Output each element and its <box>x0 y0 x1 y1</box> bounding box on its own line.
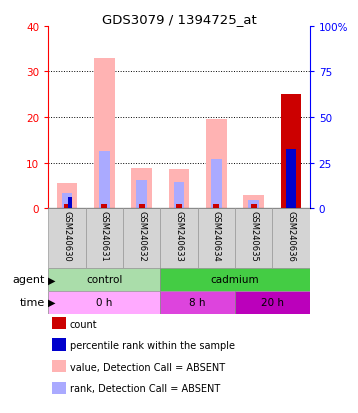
Bar <box>86 209 123 268</box>
Text: GSM240632: GSM240632 <box>137 210 146 261</box>
Text: GSM240635: GSM240635 <box>249 210 258 261</box>
Bar <box>136 180 147 209</box>
Text: agent: agent <box>13 275 45 285</box>
Text: 8 h: 8 h <box>189 297 206 308</box>
Bar <box>235 209 272 268</box>
Text: control: control <box>86 275 122 285</box>
Bar <box>160 291 235 314</box>
Text: percentile rank within the sample: percentile rank within the sample <box>70 340 235 350</box>
Text: count: count <box>70 319 97 329</box>
Bar <box>211 159 222 209</box>
Bar <box>251 204 257 209</box>
Text: ▶: ▶ <box>48 275 55 285</box>
Bar <box>286 150 296 209</box>
Bar <box>160 268 310 291</box>
Bar <box>169 170 189 209</box>
Text: time: time <box>19 297 45 308</box>
Bar <box>272 209 310 268</box>
Text: rank, Detection Call = ABSENT: rank, Detection Call = ABSENT <box>70 383 220 393</box>
Title: GDS3079 / 1394725_at: GDS3079 / 1394725_at <box>102 13 256 26</box>
Bar <box>243 196 264 209</box>
Text: 20 h: 20 h <box>261 297 284 308</box>
Bar <box>160 209 198 268</box>
Bar <box>68 197 72 209</box>
Text: GSM240634: GSM240634 <box>212 210 221 261</box>
Bar <box>62 194 72 209</box>
Bar <box>174 182 184 209</box>
Bar <box>248 200 259 209</box>
Text: GSM240636: GSM240636 <box>286 210 295 261</box>
Text: cadmium: cadmium <box>211 275 259 285</box>
Text: value, Detection Call = ABSENT: value, Detection Call = ABSENT <box>70 362 225 372</box>
Bar <box>131 169 152 209</box>
Bar <box>64 204 70 209</box>
Bar <box>213 204 219 209</box>
Text: GSM240630: GSM240630 <box>63 210 72 261</box>
Text: ▶: ▶ <box>48 297 55 308</box>
Bar <box>198 209 235 268</box>
Bar <box>176 204 182 209</box>
Bar <box>235 291 310 314</box>
Bar <box>94 59 115 209</box>
Bar <box>57 183 77 209</box>
Bar <box>206 120 227 209</box>
Bar <box>281 95 301 209</box>
Text: GSM240633: GSM240633 <box>174 210 184 261</box>
Bar <box>99 152 110 209</box>
Bar <box>139 204 145 209</box>
Bar <box>48 291 160 314</box>
Bar <box>123 209 160 268</box>
Bar <box>48 268 160 291</box>
Text: 0 h: 0 h <box>96 297 112 308</box>
Bar <box>48 209 86 268</box>
Text: GSM240631: GSM240631 <box>100 210 109 261</box>
Bar <box>101 204 107 209</box>
